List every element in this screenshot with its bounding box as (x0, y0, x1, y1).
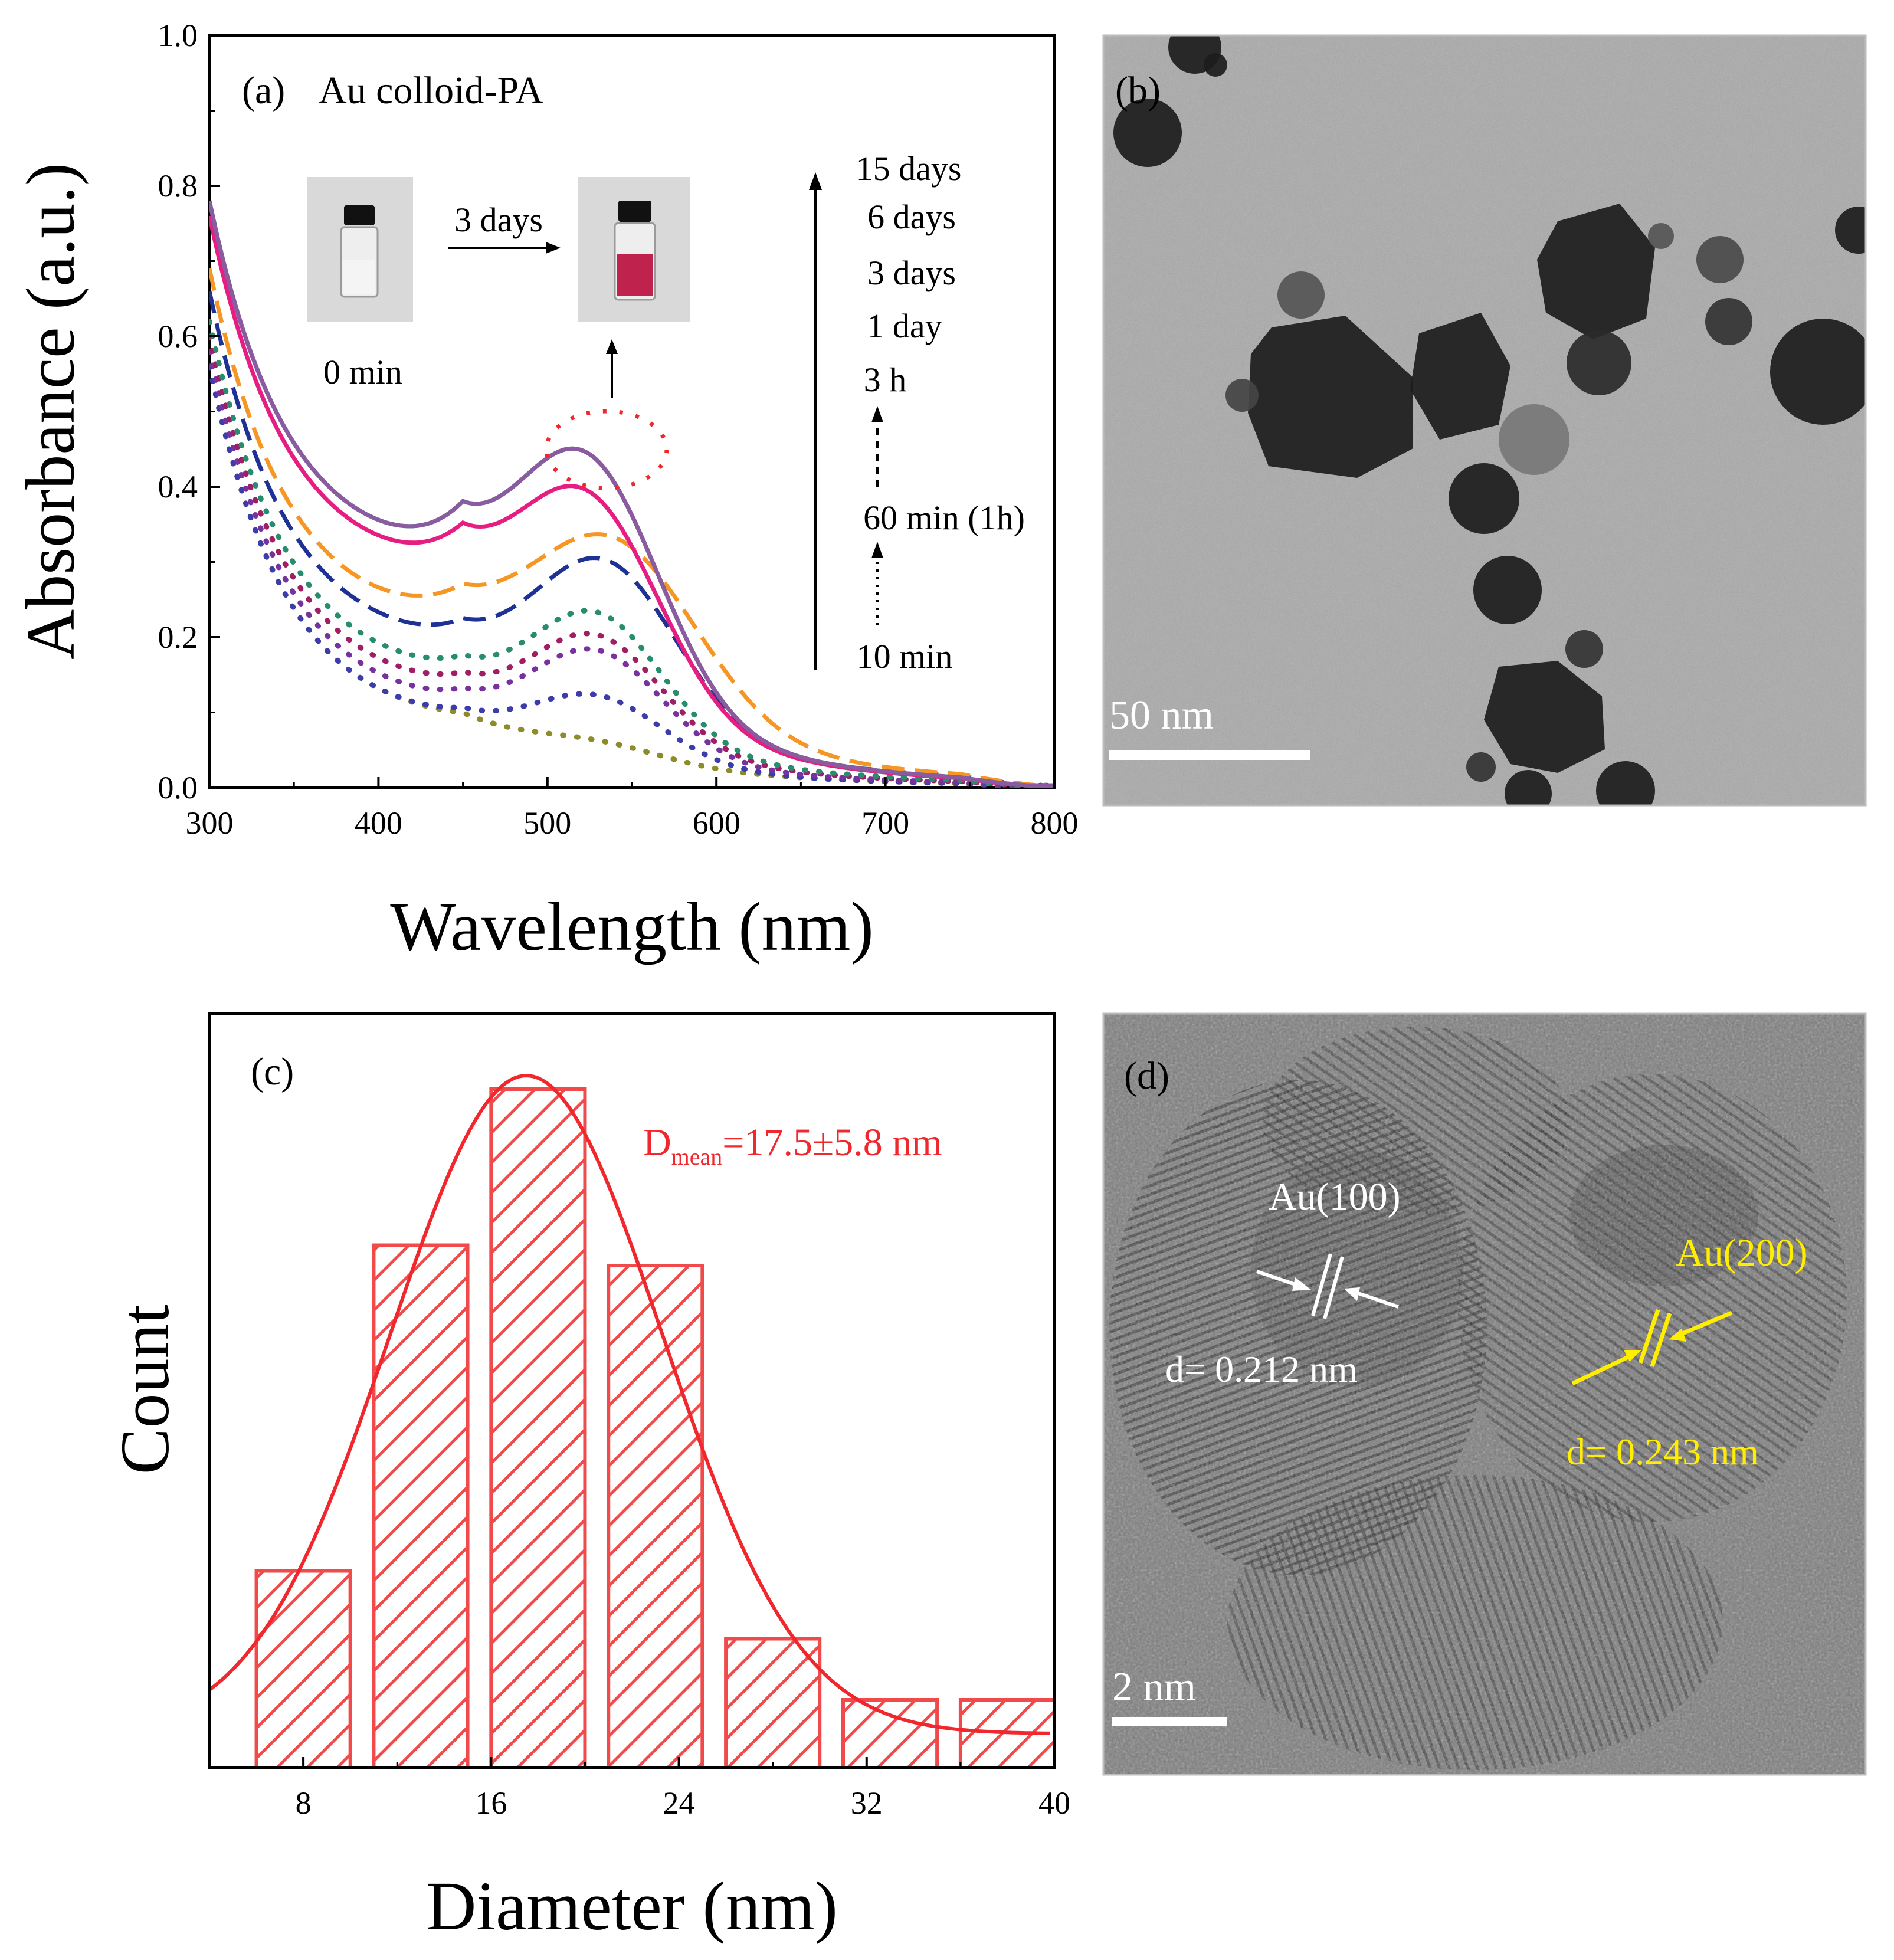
mean-annotation-rest: =17.5±5.8 nm (722, 1121, 942, 1164)
panel-a-curves (209, 200, 1054, 788)
tem-image (1103, 35, 1866, 805)
panel-c-xtick-label: 24 (663, 1785, 695, 1821)
mean-annotation-main: D (643, 1121, 671, 1164)
panel-a-ytick-label: 0.0 (158, 770, 198, 805)
au200-arrow-head-right (1669, 1329, 1686, 1342)
hrtem-image (1103, 1014, 1866, 1775)
panel-d-scale-label: 2 nm (1112, 1664, 1196, 1710)
panel-a-xtick-label: 500 (523, 805, 571, 841)
vial-before-label: 0 min (323, 353, 402, 391)
panel-c-frame (208, 1012, 1056, 1769)
panel-b-scale-bar (1109, 750, 1310, 760)
panel-a-xtick-label: 400 (355, 805, 402, 841)
histogram-bar (841, 1698, 939, 1768)
histogram-bar (724, 1637, 822, 1768)
panel-a-ytick-label: 0.4 (158, 469, 198, 504)
panel-c-xlabel: Diameter (nm) (426, 1867, 838, 1945)
panel-d-frame (1102, 1012, 1867, 1776)
gaussian-fit-curve (209, 1074, 1050, 1735)
panel-a-label: (a) (242, 69, 285, 112)
panel-c: 8 16 24 32 40 (c) Dmean=17.5±5.8 nm Diameter… (106, 1012, 1070, 1945)
panel-c-label: (c) (251, 1050, 294, 1093)
panel-a-ylabel: Absorbance (a.u.) (12, 163, 89, 660)
time-label-3-h: 3 h (864, 360, 907, 399)
panel-a-xlabel: Wavelength (nm) (390, 888, 874, 965)
spectrum-60-min-1h- (209, 290, 1054, 788)
vial-after-photo (578, 177, 690, 322)
panel-a-ytick-label: 1.0 (158, 18, 198, 53)
time-arrow-dashed-head (871, 406, 883, 422)
panel-c-ticks: 8 16 24 32 40 (296, 1757, 1070, 1821)
mean-annotation-sub: mean (671, 1143, 723, 1170)
panel-a: 300 400 500 600 700 800 0.0 0.2 0.4 0.6 0.8 1.0 (a)… (12, 18, 1079, 965)
spectrum-10-min (209, 363, 1054, 788)
time-label-10-min: 10 min (857, 637, 953, 676)
plane-au200-label: Au(200) (1676, 1231, 1808, 1274)
histogram-bar (254, 1569, 352, 1768)
panel-a-xtick-label: 800 (1031, 805, 1079, 841)
peak-highlight-circle (544, 409, 669, 490)
panel-c-bars (254, 1087, 1054, 1768)
vial-arrow-head (546, 242, 561, 254)
histogram-bar (607, 1264, 704, 1768)
panel-c-ylabel: Count (106, 1305, 183, 1475)
panel-a-ytick-label: 0.6 (158, 319, 198, 354)
panel-b: (b) 50 nm (1102, 34, 1867, 807)
panel-d-label: (d) (1124, 1054, 1169, 1097)
panel-b-scale-label: 50 nm (1109, 693, 1214, 738)
spectrum-40-min (209, 333, 1054, 788)
panel-a-ytick-label: 0.8 (158, 168, 198, 204)
mean-diameter-annotation: Dmean=17.5±5.8 nm (643, 1121, 942, 1170)
time-arrow-main-head (809, 172, 822, 190)
inset-pointer-head (606, 339, 618, 354)
panel-c-xtick-label: 40 (1038, 1785, 1070, 1821)
time-label-6-days: 6 days (867, 198, 956, 236)
nanoparticles (1113, 35, 1866, 805)
plane-au200-marker (1571, 1309, 1733, 1386)
spectrum-30-min (209, 349, 1054, 788)
panel-c-xtick-label: 32 (851, 1785, 883, 1821)
au100-arrow-head-left (1292, 1277, 1311, 1291)
panel-b-label: (b) (1115, 69, 1161, 112)
vial-before-photo (307, 177, 413, 322)
histogram-bar (372, 1243, 470, 1768)
plane-au100-label: Au(100) (1269, 1175, 1401, 1218)
panel-a-ticks: 300 400 500 600 700 800 0.0 0.2 0.4 0.6 0.8 1.0 (158, 18, 1079, 841)
time-label-1-day: 1 day (867, 307, 942, 345)
plane-au100-spacing: d= 0.212 nm (1165, 1348, 1358, 1390)
au200-arrow-head-left (1624, 1350, 1641, 1362)
plane-au200-spacing: d= 0.243 nm (1567, 1431, 1759, 1473)
panel-a-title: Au colloid-PA (319, 69, 543, 112)
panel-b-frame (1102, 34, 1867, 807)
histogram-bar (489, 1087, 587, 1768)
panel-c-xtick-label: 16 (475, 1785, 507, 1821)
panel-a-ytick-label: 0.2 (158, 620, 198, 655)
panel-a-xtick-label: 600 (693, 805, 740, 841)
panel-c-xtick-label: 8 (296, 1785, 312, 1821)
au100-arrow-head-right (1344, 1287, 1360, 1301)
spectrum-50-min (209, 319, 1054, 788)
vial-arrow-label: 3 days (454, 201, 543, 239)
time-label-60-min: 60 min (1h) (863, 499, 1025, 537)
time-arrow-dotted-head (871, 542, 883, 558)
panel-d: (d) Au(100) d= 0.212 nm Au(200) d= 0.243… (1102, 1012, 1867, 1776)
spectrum-20-min (209, 363, 1054, 788)
time-label-3-days: 3 days (867, 254, 956, 292)
panel-a-xtick-label: 300 (186, 805, 234, 841)
spectrum-15-days (209, 200, 1054, 788)
panel-a-xtick-label: 700 (861, 805, 909, 841)
time-label-15-days: 15 days (856, 149, 962, 188)
panel-d-scale-bar (1112, 1717, 1227, 1726)
